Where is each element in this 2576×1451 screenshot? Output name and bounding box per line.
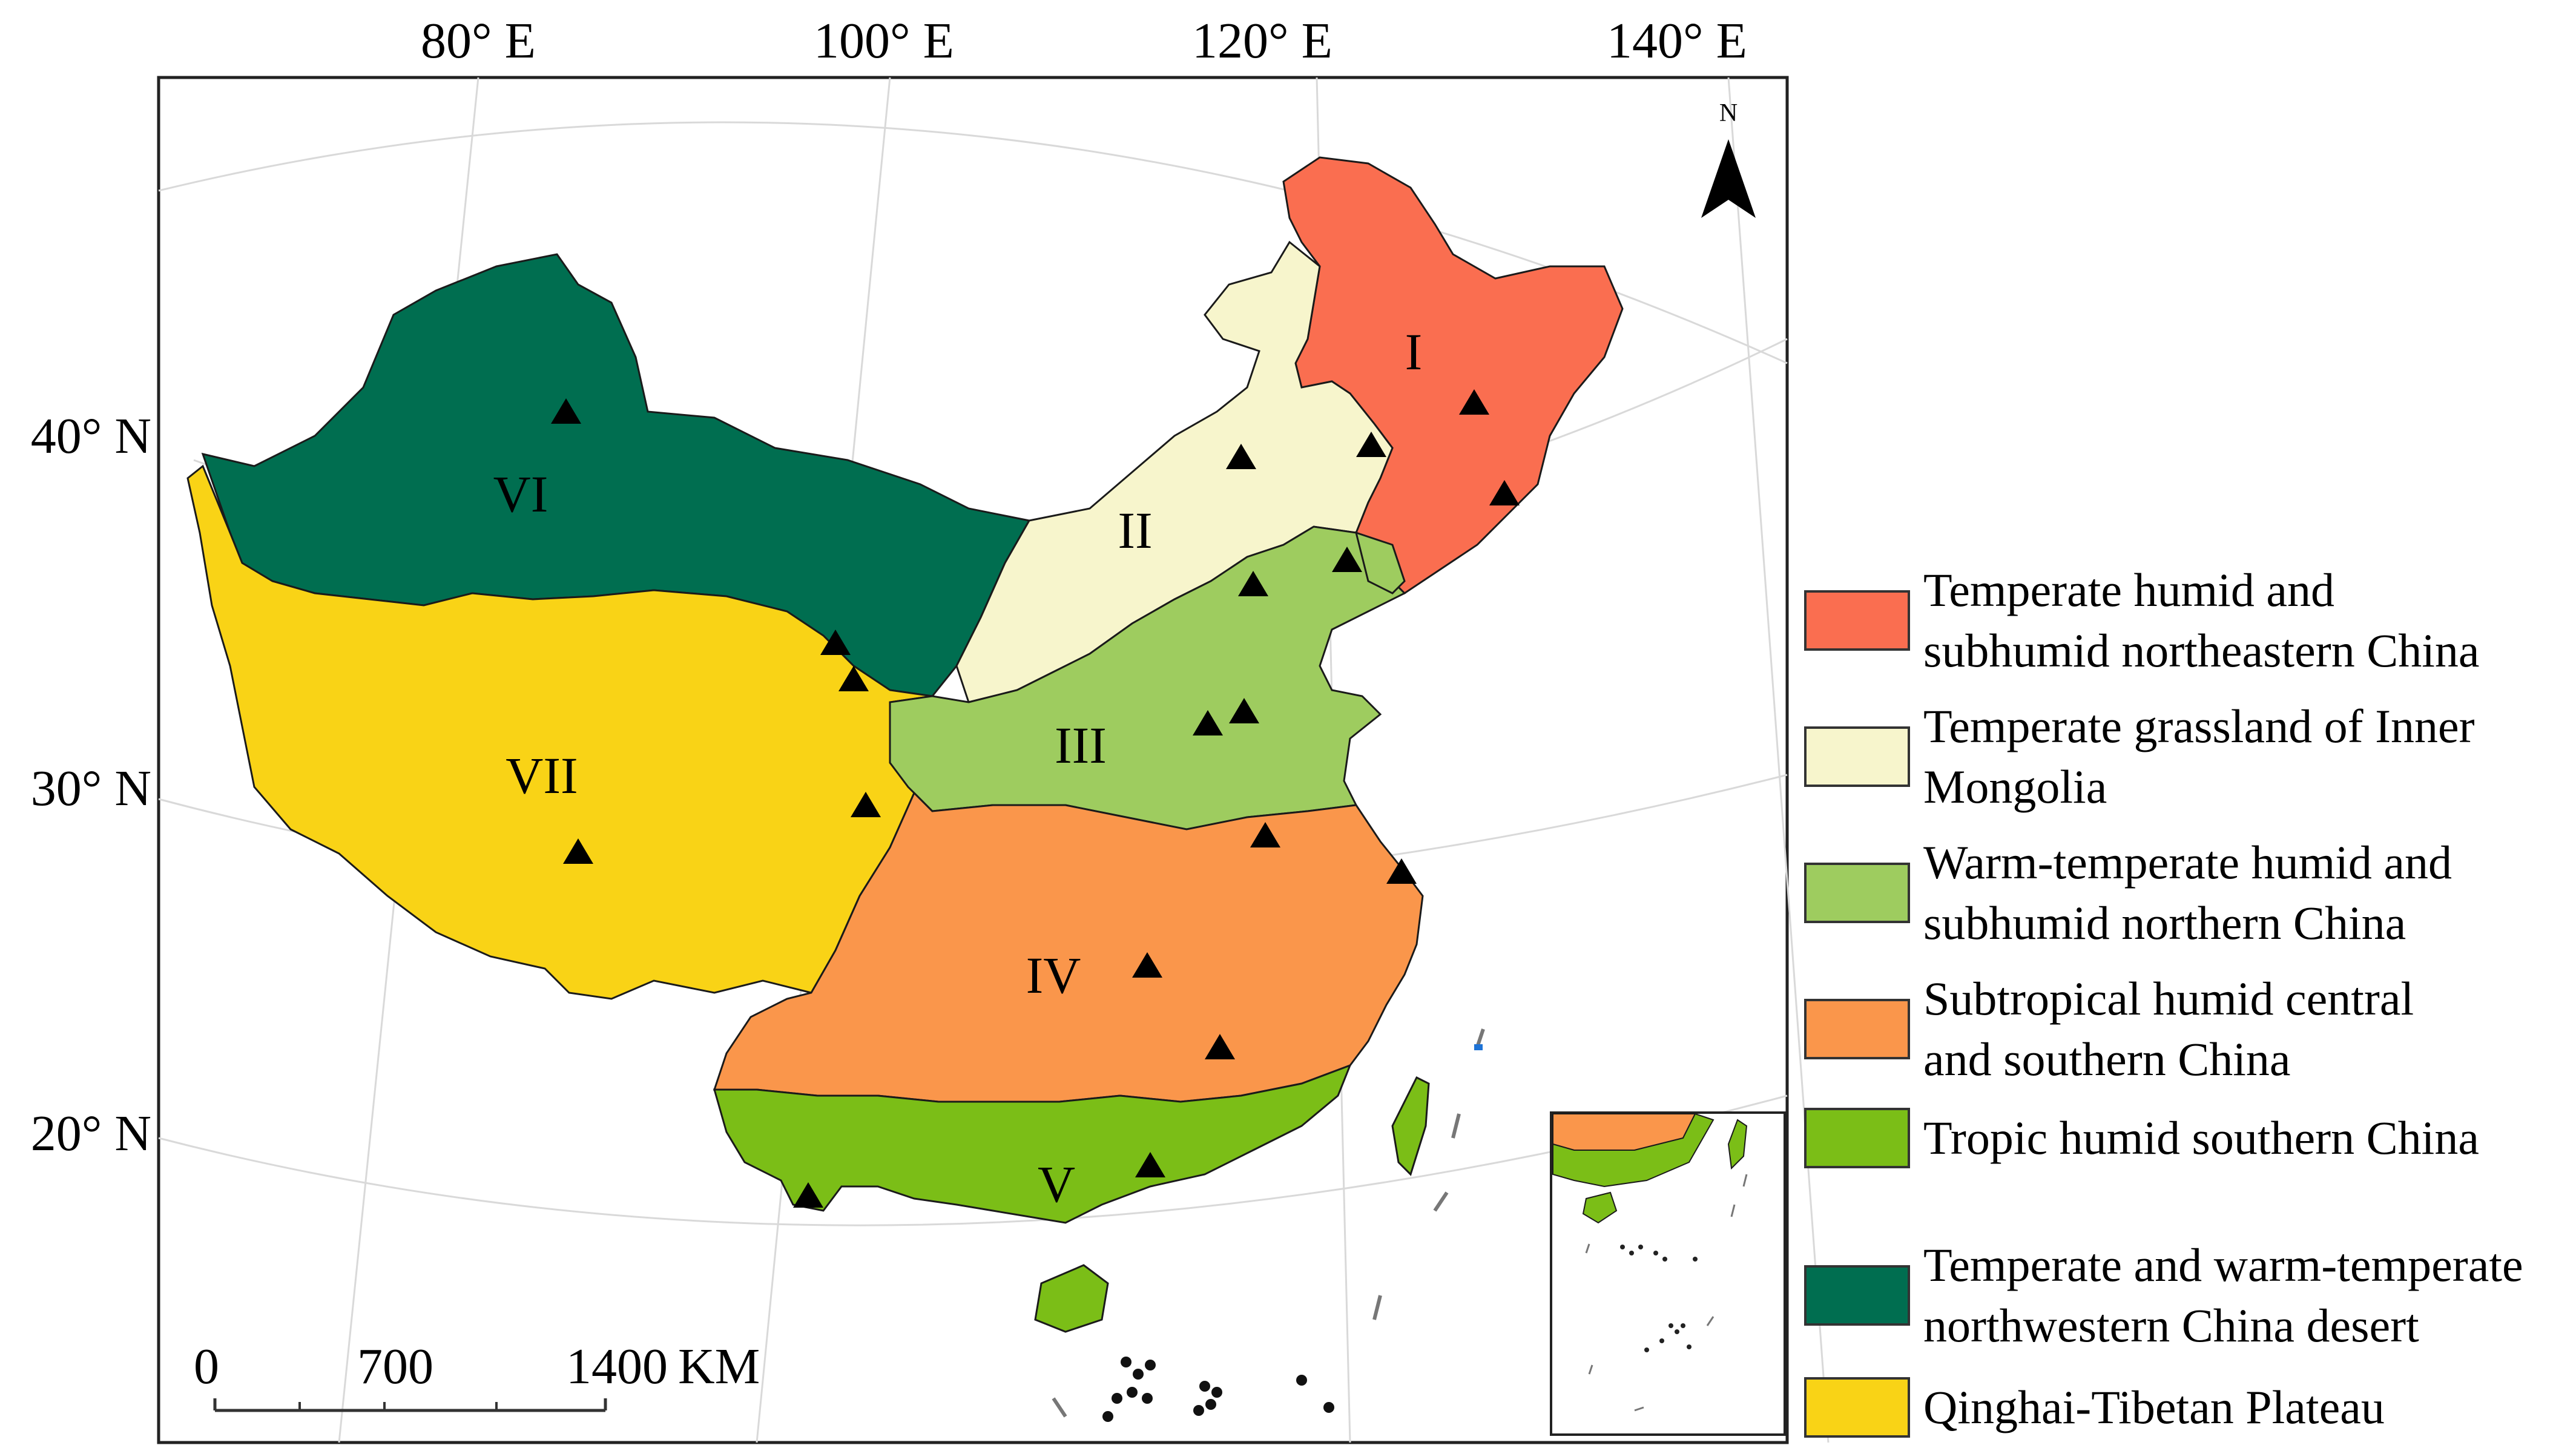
lon-label-120: 120° E [1192,13,1332,69]
legend-item-IV: Subtropical humid central and southern C… [1804,969,2414,1090]
inset-map [1550,1111,1786,1436]
lat-label-30: 30° N [31,760,151,817]
north-arrow: N [1701,99,1756,218]
island-hainan [1034,1264,1109,1333]
station-marker [1205,1034,1235,1059]
station-marker [820,630,851,655]
station-marker [1356,432,1386,457]
station-marker [1386,858,1417,884]
station-marker [1238,571,1268,596]
scale-tick-1400: 1400 [566,1338,668,1395]
legend-swatch-III [1804,863,1910,923]
station-marker [563,838,593,864]
legend-swatch-V [1804,1108,1910,1168]
scs-islands [1102,1357,1334,1422]
legend-swatch-II [1804,726,1910,787]
station-marker [851,792,881,817]
legend-label-II: Temperate grassland of Inner Mongolia [1923,700,2475,813]
island-taiwan [1391,1076,1430,1176]
station-marker [1132,952,1162,978]
lat-label-40: 40° N [31,408,151,464]
lon-label-80: 80° E [421,13,536,69]
legend-label-III: Warm-temperate humid and subhumid northe… [1923,836,2452,949]
region-label-VII: VII [506,746,578,804]
region-label-I: I [1405,323,1423,381]
legend-item-I: Temperate humid and subhumid northeaster… [1804,560,2480,681]
region-label-IV: IV [1026,946,1081,1004]
legend-label-IV: Subtropical humid central and southern C… [1923,972,2414,1085]
region-label-V: V [1038,1155,1075,1213]
station-markers [551,389,1520,1208]
legend-swatch-IV [1804,999,1910,1059]
scale-tick-0: 0 [194,1338,219,1395]
station-marker [1489,480,1520,505]
station-marker [1135,1152,1165,1177]
region-label-II: II [1118,501,1152,559]
region-V [713,1064,1352,1224]
legend-swatch-VI [1804,1265,1910,1326]
scale-unit: KM [678,1338,760,1395]
legend-item-III: Warm-temperate humid and subhumid northe… [1804,832,2452,953]
station-marker [551,398,581,424]
island-blue [1474,1044,1483,1050]
station-marker [1226,444,1256,469]
station-marker [1459,389,1489,415]
scale-bar: 0 700 1400 KM [194,1338,760,1412]
station-marker [793,1182,823,1208]
legend-swatch-I [1804,590,1910,651]
station-marker [1193,710,1223,735]
peninsula-liaodong [1354,531,1406,594]
station-marker [838,666,869,691]
legend-swatch-VII [1804,1377,1910,1438]
lon-label-140: 140° E [1607,13,1747,69]
legend-item-VI: Temperate and warm-temperate northwester… [1804,1235,2523,1356]
legend-label-I: Temperate humid and subhumid northeaster… [1923,564,2480,677]
north-label: N [1719,99,1738,127]
region-label-III: III [1055,716,1107,774]
legend-label-VII: Qinghai-Tibetan Plateau [1923,1381,2385,1433]
lat-label-20: 20° N [31,1105,151,1162]
legend-label-VI: Temperate and warm-temperate northwester… [1923,1239,2523,1352]
station-marker [1332,547,1362,572]
scale-tick-700: 700 [357,1338,433,1395]
legend-label-V: Tropic humid southern China [1923,1111,2479,1164]
legend-item-V: Tropic humid southern China [1804,1108,2479,1168]
station-marker [1250,822,1280,847]
region-label-VI: VI [493,465,548,523]
legend-item-VII: Qinghai-Tibetan Plateau [1804,1377,2385,1438]
lon-label-100: 100° E [814,13,954,69]
legend-item-II: Temperate grassland of Inner Mongolia [1804,696,2475,817]
station-marker [1229,698,1259,723]
